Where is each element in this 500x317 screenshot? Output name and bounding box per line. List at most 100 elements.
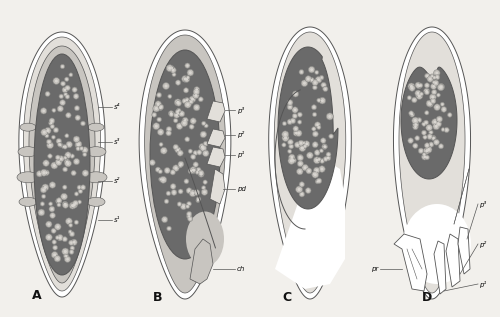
Circle shape: [52, 230, 55, 232]
Circle shape: [436, 116, 442, 122]
Circle shape: [72, 241, 76, 244]
Text: p³: p³: [237, 107, 244, 113]
Circle shape: [186, 78, 188, 81]
Circle shape: [166, 169, 168, 172]
Circle shape: [84, 149, 86, 152]
Circle shape: [315, 169, 318, 172]
Circle shape: [166, 226, 172, 231]
Circle shape: [297, 154, 303, 160]
Circle shape: [82, 186, 84, 189]
Circle shape: [293, 126, 298, 132]
Circle shape: [62, 236, 68, 242]
Circle shape: [190, 170, 192, 172]
Circle shape: [65, 94, 70, 99]
Circle shape: [426, 100, 432, 107]
Circle shape: [432, 100, 434, 102]
Circle shape: [68, 230, 72, 234]
Circle shape: [42, 203, 43, 205]
Circle shape: [408, 97, 410, 99]
Polygon shape: [190, 239, 213, 284]
Circle shape: [202, 133, 205, 136]
Circle shape: [52, 214, 54, 217]
Polygon shape: [207, 129, 225, 147]
Circle shape: [432, 136, 436, 140]
Circle shape: [436, 121, 441, 126]
Circle shape: [50, 122, 52, 124]
Circle shape: [80, 121, 86, 126]
Circle shape: [162, 178, 165, 181]
Circle shape: [153, 123, 160, 130]
Circle shape: [427, 148, 430, 151]
Polygon shape: [394, 234, 427, 291]
Circle shape: [38, 172, 41, 175]
Circle shape: [294, 108, 296, 111]
Circle shape: [185, 89, 187, 92]
Circle shape: [62, 195, 66, 198]
Circle shape: [318, 180, 320, 182]
Circle shape: [412, 124, 418, 130]
Circle shape: [321, 82, 326, 88]
Circle shape: [189, 71, 192, 74]
Circle shape: [64, 157, 66, 159]
Circle shape: [296, 130, 302, 136]
Circle shape: [312, 112, 317, 117]
Circle shape: [66, 87, 69, 89]
Circle shape: [64, 134, 69, 138]
Circle shape: [298, 132, 300, 135]
Circle shape: [194, 104, 200, 111]
Circle shape: [410, 87, 414, 89]
Circle shape: [188, 189, 190, 192]
Circle shape: [192, 168, 196, 172]
Circle shape: [54, 247, 56, 249]
Circle shape: [434, 74, 440, 80]
Text: C: C: [282, 291, 291, 304]
Circle shape: [204, 181, 206, 183]
Circle shape: [41, 129, 48, 136]
Circle shape: [184, 98, 190, 103]
Circle shape: [64, 256, 70, 262]
Circle shape: [70, 231, 71, 233]
Circle shape: [291, 158, 296, 163]
Circle shape: [290, 118, 296, 124]
Circle shape: [436, 106, 438, 109]
Circle shape: [301, 80, 308, 87]
Circle shape: [408, 83, 414, 90]
Circle shape: [298, 170, 302, 173]
Circle shape: [186, 205, 188, 207]
Circle shape: [57, 203, 61, 207]
Circle shape: [424, 88, 430, 94]
Circle shape: [198, 169, 200, 171]
Circle shape: [194, 190, 200, 196]
Circle shape: [172, 69, 174, 72]
Circle shape: [304, 145, 306, 147]
Circle shape: [196, 197, 201, 202]
Circle shape: [64, 250, 67, 253]
Circle shape: [326, 152, 331, 157]
Ellipse shape: [20, 123, 36, 131]
Circle shape: [50, 124, 54, 129]
Circle shape: [72, 200, 78, 206]
Circle shape: [328, 115, 332, 118]
Circle shape: [438, 84, 444, 91]
Circle shape: [72, 204, 76, 206]
Circle shape: [198, 151, 200, 153]
Circle shape: [48, 154, 52, 158]
Circle shape: [50, 208, 53, 210]
Circle shape: [302, 165, 308, 171]
Circle shape: [428, 142, 434, 147]
Circle shape: [74, 88, 76, 91]
Circle shape: [282, 131, 289, 138]
Circle shape: [188, 213, 190, 215]
Circle shape: [162, 149, 166, 152]
Circle shape: [174, 120, 176, 122]
Circle shape: [68, 143, 70, 146]
Circle shape: [168, 67, 172, 70]
Circle shape: [70, 242, 72, 244]
Circle shape: [410, 139, 412, 142]
Circle shape: [174, 118, 178, 123]
Circle shape: [60, 81, 66, 86]
Ellipse shape: [88, 123, 104, 131]
Circle shape: [294, 115, 296, 117]
Text: B: B: [153, 291, 162, 304]
Circle shape: [180, 191, 182, 193]
